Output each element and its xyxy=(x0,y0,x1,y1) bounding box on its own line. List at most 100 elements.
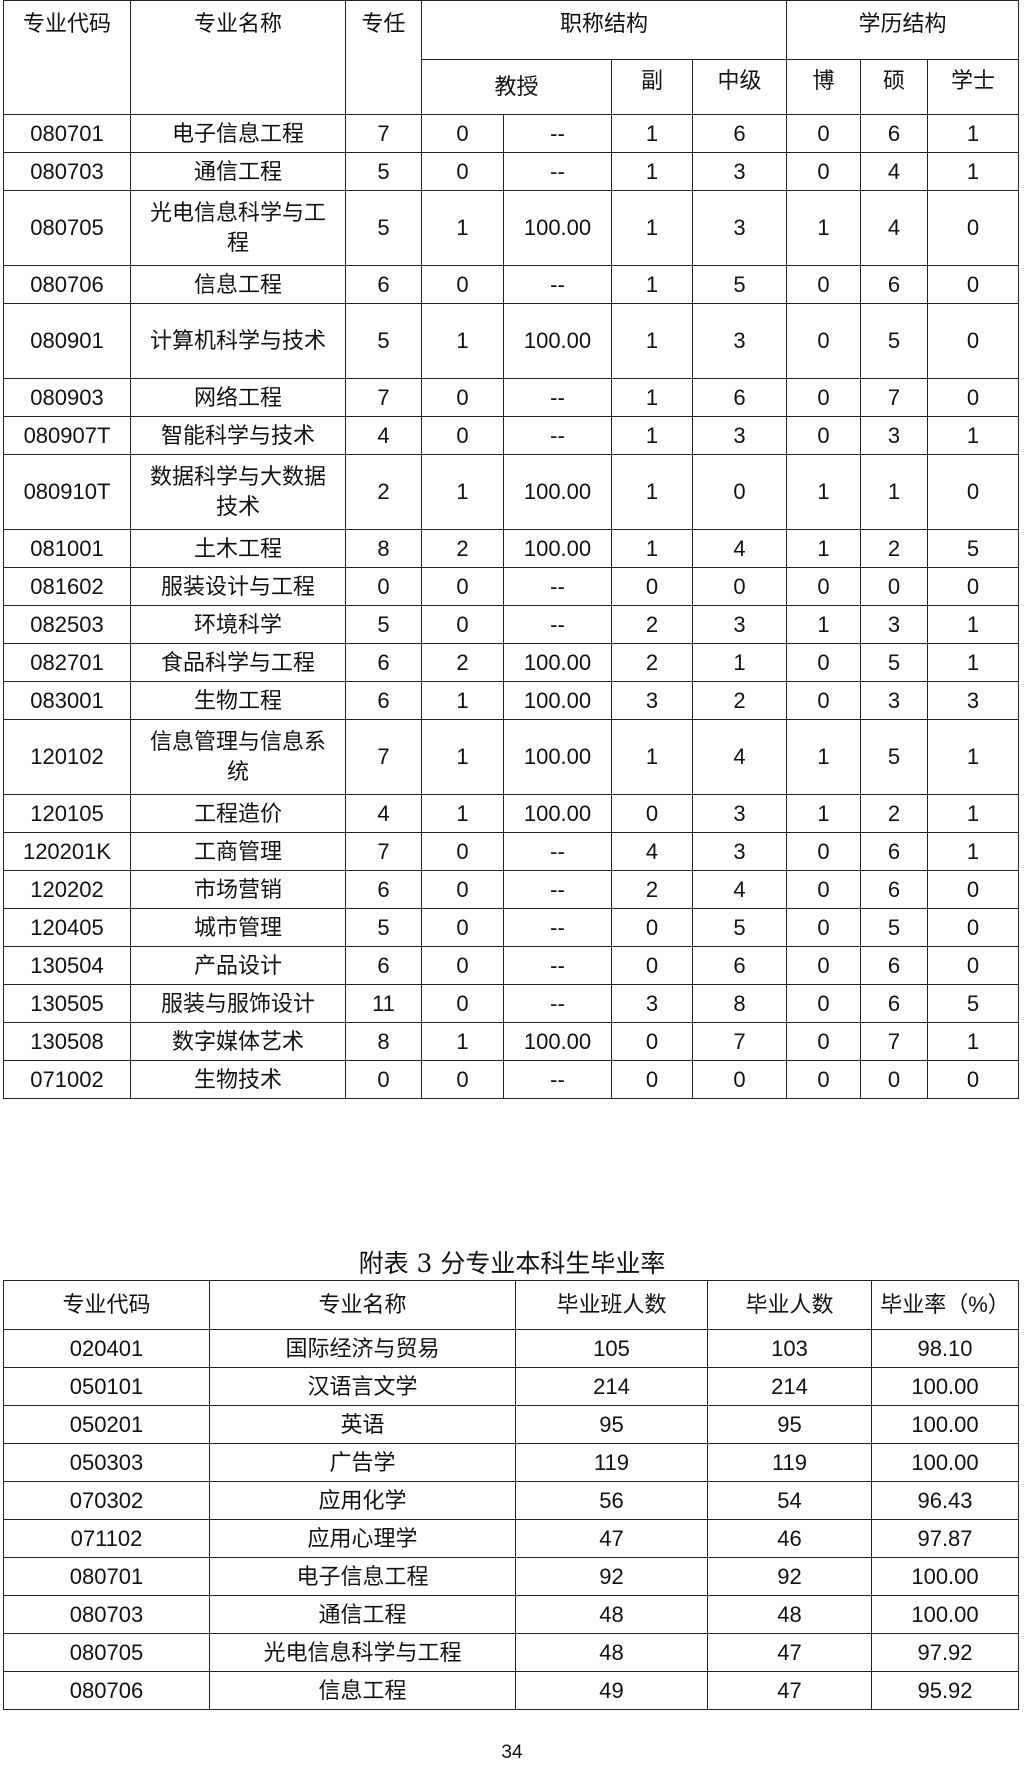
table-cell: 1 xyxy=(927,794,1020,833)
table-cell: 0 xyxy=(345,567,422,606)
table-cell: 3 xyxy=(691,152,788,191)
table-cell: 100.00 xyxy=(503,794,612,833)
table-row: 120102 信息管理与信息系统 7 1 100.00 1 4 1 5 1 xyxy=(3,719,1020,795)
table-cell: 0 xyxy=(421,946,504,985)
table-cell: 0 xyxy=(786,681,862,720)
table-cell: 0 xyxy=(421,870,504,909)
table-cell: 2 xyxy=(421,529,504,568)
table-cell: 0 xyxy=(786,1022,862,1061)
table-cell: 6 xyxy=(691,114,788,153)
table-cell: 1 xyxy=(421,303,504,379)
table-cell: 080903 xyxy=(3,378,131,417)
table-cell: 080706 xyxy=(3,265,131,304)
table-cell: 0 xyxy=(345,1060,422,1099)
header-code: 专业代码 xyxy=(3,0,131,115)
table-caption: 附表 3 分专业本科生毕业率 xyxy=(358,1249,666,1278)
table-cell: 1 xyxy=(786,605,862,644)
table-cell: 0 xyxy=(421,984,504,1023)
table-cell: 48 xyxy=(515,1633,708,1672)
table-cell: 080705 xyxy=(3,190,131,266)
table-cell: 汉语言文学 xyxy=(209,1367,516,1406)
table-cell: 49 xyxy=(515,1671,708,1710)
table-cell: 0 xyxy=(786,908,862,947)
table-cell: 5 xyxy=(345,190,422,266)
table-cell: 1 xyxy=(927,1022,1020,1061)
table-cell: 国际经济与贸易 xyxy=(209,1329,516,1368)
table-cell: 0 xyxy=(927,303,1020,379)
table-cell: 1 xyxy=(860,454,929,530)
table-row: 080703 通信工程 48 48 100.00 xyxy=(3,1595,1019,1634)
table-row: 080903 网络工程 7 0 -- 1 6 0 7 0 xyxy=(3,378,1020,417)
table-cell: 0 xyxy=(611,1022,693,1061)
table-row: 120105 工程造价 4 1 100.00 0 3 1 2 1 xyxy=(3,794,1020,833)
header-mid: 中级 xyxy=(691,59,788,115)
table-cell: 2 xyxy=(611,870,693,909)
table-cell: 光电信息科学与工程 xyxy=(130,190,346,266)
table-cell: 100.00 xyxy=(503,303,612,379)
table-cell: 6 xyxy=(860,114,929,153)
table-cell: 0 xyxy=(786,643,862,682)
table-cell: 0 xyxy=(927,1060,1020,1099)
table-cell: 120405 xyxy=(3,908,131,947)
table-cell: 0 xyxy=(786,832,862,871)
table-cell: 1 xyxy=(611,190,693,266)
table-cell: 0 xyxy=(421,908,504,947)
column-header: 毕业率（%） xyxy=(871,1280,1019,1330)
table-cell: 100.00 xyxy=(871,1557,1019,1596)
table-cell: 1 xyxy=(691,643,788,682)
table-row: 130504 产品设计 6 0 -- 0 6 0 6 0 xyxy=(3,946,1020,985)
table-cell: 5 xyxy=(345,908,422,947)
table-cell: 7 xyxy=(691,1022,788,1061)
table-cell: 1 xyxy=(421,719,504,795)
table-cell: 1 xyxy=(927,114,1020,153)
table-row: 080705 光电信息科学与工程 48 47 97.92 xyxy=(3,1633,1019,1672)
header-edu-structure: 学历结构 xyxy=(786,0,1020,60)
table-cell: 6 xyxy=(345,946,422,985)
table-cell: 130505 xyxy=(3,984,131,1023)
table-row: 080901 计算机科学与技术 5 1 100.00 1 3 0 5 0 xyxy=(3,303,1020,379)
table-cell: 1 xyxy=(611,114,693,153)
table-cell: 56 xyxy=(515,1481,708,1520)
table-cell: 4 xyxy=(691,870,788,909)
table-cell: 8 xyxy=(345,1022,422,1061)
table-cell: 服装与服饰设计 xyxy=(130,984,346,1023)
table-cell: 3 xyxy=(860,416,929,455)
table-cell: 0 xyxy=(786,567,862,606)
table-cell: 0 xyxy=(421,605,504,644)
graduation-rate-table: 专业代码 专业名称 毕业班人数 毕业人数 毕业率（%） 020401 国际经济与贸易 105… xyxy=(3,1280,1019,1710)
table-cell: 应用心理学 xyxy=(209,1519,516,1558)
table-cell: 7 xyxy=(345,114,422,153)
table-row: 071102 应用心理学 47 46 97.87 xyxy=(3,1519,1019,1558)
table-cell: 5 xyxy=(927,529,1020,568)
table-cell: -- xyxy=(503,984,612,1023)
table-cell: 1 xyxy=(786,454,862,530)
table-cell: 土木工程 xyxy=(130,529,346,568)
table-cell: 工程造价 xyxy=(130,794,346,833)
table-cell: 0 xyxy=(927,870,1020,909)
faculty-structure-table: 专业代码 专业名称 专任 职称结构 学历结构 教授 副 中级 博 硕 学士 08… xyxy=(3,0,1020,1099)
table-row: 080703 通信工程 5 0 -- 1 3 0 4 1 xyxy=(3,152,1020,191)
table-cell: 信息工程 xyxy=(130,265,346,304)
header-title-structure: 职称结构 xyxy=(420,0,788,60)
table-cell: 95 xyxy=(707,1405,872,1444)
table-cell: 5 xyxy=(691,265,788,304)
table-cell: 050201 xyxy=(3,1405,210,1444)
table-cell: 100.00 xyxy=(871,1367,1019,1406)
table-cell: 5 xyxy=(691,908,788,947)
header-professor: 教授 xyxy=(421,59,612,115)
table-cell: 0 xyxy=(421,265,504,304)
table-cell: 48 xyxy=(515,1595,708,1634)
table-cell: 5 xyxy=(860,303,929,379)
table-cell: 1 xyxy=(421,794,504,833)
table-cell: 城市管理 xyxy=(130,908,346,947)
table-cell: 1 xyxy=(611,529,693,568)
table-cell: -- xyxy=(503,567,612,606)
table-cell: 0 xyxy=(421,378,504,417)
table-cell: 0 xyxy=(611,946,693,985)
table-row: 081001 土木工程 8 2 100.00 1 4 1 2 5 xyxy=(3,529,1020,568)
table-cell: 生物技术 xyxy=(130,1060,346,1099)
table-cell: 47 xyxy=(515,1519,708,1558)
table-cell: 0 xyxy=(786,114,862,153)
table-cell: 3 xyxy=(691,190,788,266)
table-cell: 1 xyxy=(927,152,1020,191)
